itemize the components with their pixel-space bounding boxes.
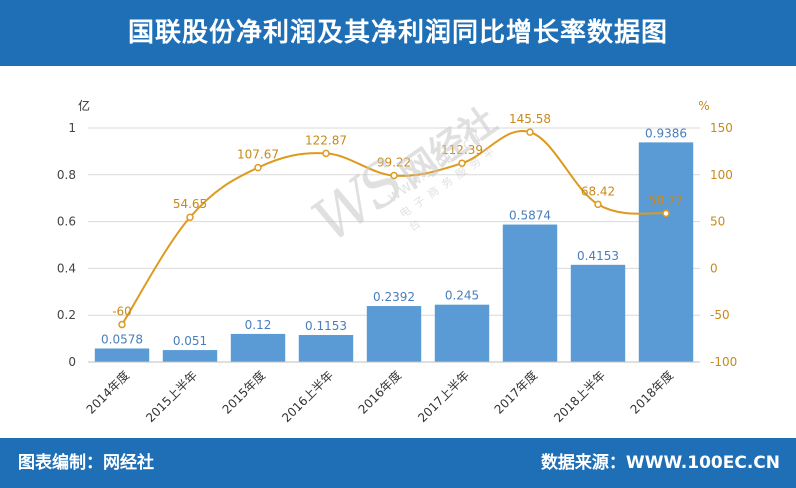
footer-credit: 图表编制：网经社 bbox=[18, 453, 154, 473]
bar bbox=[638, 142, 694, 362]
y-left-tick-label: 0 bbox=[68, 355, 76, 369]
footer-bar: 图表编制：网经社 数据来源：WWW.100EC.CN bbox=[0, 438, 796, 488]
bar bbox=[434, 304, 490, 362]
growth-rate-label: -60 bbox=[112, 305, 132, 319]
bar bbox=[162, 350, 218, 362]
header-bar: 国联股份净利润及其净利润同比增长率数据图 bbox=[0, 0, 796, 66]
bar-value-label: 0.5874 bbox=[509, 209, 551, 223]
bar-value-label: 0.12 bbox=[245, 318, 272, 332]
x-tick-label: 2018年度 bbox=[627, 368, 676, 417]
bar-value-label: 0.0578 bbox=[101, 332, 143, 346]
growth-rate-point bbox=[458, 159, 466, 167]
y-left-tick-label: 0.2 bbox=[57, 308, 76, 322]
growth-rate-label: 112.39 bbox=[441, 143, 483, 157]
x-tick-label: 2016上半年 bbox=[279, 368, 336, 425]
growth-rate-point bbox=[118, 320, 126, 329]
x-tick-label: 2018上半年 bbox=[551, 368, 608, 425]
y-right-tick-label: -50 bbox=[710, 308, 730, 322]
bar bbox=[230, 333, 286, 362]
growth-rate-label: 54.65 bbox=[173, 197, 207, 211]
x-tick-label: 2014年度 bbox=[83, 368, 132, 417]
growth-rate-point bbox=[390, 171, 398, 180]
growth-rate-point bbox=[594, 200, 602, 209]
bar bbox=[298, 335, 354, 362]
growth-rate-label: 145.58 bbox=[509, 112, 551, 126]
growth-rate-label: 99.22 bbox=[377, 156, 411, 170]
bar bbox=[570, 264, 626, 362]
y-right-tick-label: 0 bbox=[710, 261, 718, 275]
growth-rate-point bbox=[322, 149, 330, 158]
y-left-unit: 亿 bbox=[78, 98, 90, 113]
growth-rate-label: 107.67 bbox=[237, 148, 279, 162]
bar-value-label: 0.9386 bbox=[645, 126, 687, 140]
growth-rate-label: 58.77 bbox=[649, 193, 683, 207]
x-tick-label: 2016年度 bbox=[355, 368, 404, 417]
growth-rate-label: 122.87 bbox=[305, 133, 347, 147]
bar-value-label: 0.4153 bbox=[577, 249, 619, 263]
y-left-tick-label: 1 bbox=[68, 121, 76, 135]
bar bbox=[94, 348, 150, 362]
bar bbox=[366, 306, 422, 362]
bar-value-label: 0.245 bbox=[445, 289, 479, 303]
y-right-tick-label: -100 bbox=[710, 355, 737, 369]
growth-rate-point bbox=[662, 209, 670, 218]
x-tick-label: 2015上半年 bbox=[143, 368, 200, 425]
growth-rate-point bbox=[526, 128, 534, 136]
y-right-unit: % bbox=[698, 99, 709, 113]
x-tick-label: 2015年度 bbox=[219, 368, 268, 417]
growth-rate-label: 68.42 bbox=[581, 184, 615, 198]
chart-title: 国联股份净利润及其净利润同比增长率数据图 bbox=[127, 18, 668, 48]
y-right-tick-label: 50 bbox=[710, 215, 725, 229]
y-left-tick-label: 0.4 bbox=[57, 261, 76, 275]
bar-value-label: 0.1153 bbox=[305, 319, 347, 333]
y-left-tick-label: 0.8 bbox=[57, 168, 76, 182]
bar-value-label: 0.051 bbox=[173, 334, 207, 348]
y-right-tick-label: 100 bbox=[710, 168, 733, 182]
bar-value-label: 0.2392 bbox=[373, 290, 415, 304]
bar bbox=[502, 224, 558, 362]
growth-rate-point bbox=[254, 163, 262, 172]
y-right-tick-label: 150 bbox=[710, 121, 733, 135]
y-left-tick-label: 0.6 bbox=[57, 215, 76, 229]
x-tick-label: 2017年度 bbox=[491, 368, 540, 417]
footer-source: 数据来源：WWW.100EC.CN bbox=[540, 453, 780, 473]
growth-rate-point bbox=[186, 213, 194, 221]
x-tick-label: 2017上半年 bbox=[415, 368, 472, 425]
combo-chart: 0 0.2 0.4 0.6 0.8 1 -100 -50 0 50 100 150 亿 % 0.0578 0.… bbox=[57, 98, 737, 425]
